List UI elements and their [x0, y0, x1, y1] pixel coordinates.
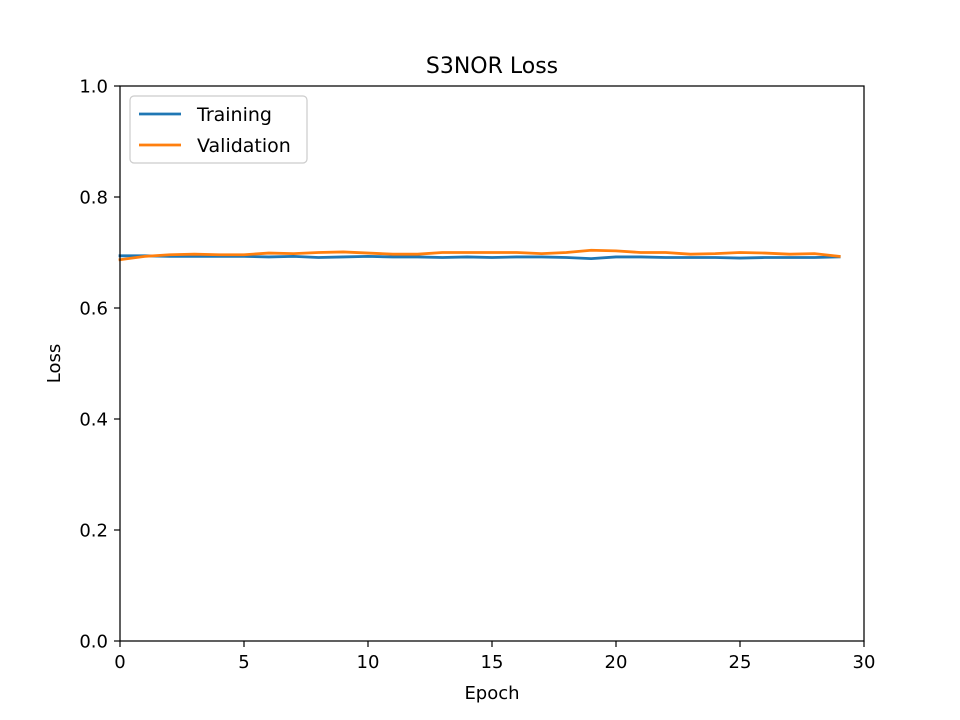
x-tick-label: 20	[605, 652, 628, 673]
x-tick-label: 10	[357, 652, 380, 673]
y-tick-label: 0.0	[79, 632, 108, 653]
x-tick-label: 0	[114, 652, 125, 673]
legend-label-validation: Validation	[197, 135, 291, 157]
y-tick-label: 0.8	[79, 188, 108, 209]
y-tick-label: 0.6	[79, 299, 108, 320]
x-axis-label: Epoch	[464, 683, 519, 704]
legend: Training Validation	[129, 95, 308, 164]
y-tick-label: 0.4	[79, 410, 108, 431]
x-tick-label: 5	[238, 652, 249, 673]
y-tick-label: 1.0	[79, 77, 108, 98]
series-line-training	[118, 254, 841, 261]
plot-frame	[119, 85, 865, 642]
series-line-validation	[118, 248, 841, 262]
chart-title: S3NOR Loss	[426, 54, 558, 79]
x-tick-label: 30	[853, 652, 876, 673]
axis-ticks: 0 5 10 15 20 25 30 0.0 0.2 0.4 0.6 0.8 1.0	[79, 77, 875, 674]
x-tick-label: 15	[481, 652, 504, 673]
y-tick-label: 0.2	[79, 521, 108, 542]
x-tick-label: 25	[729, 652, 752, 673]
plot-area	[118, 248, 841, 262]
legend-label-training: Training	[196, 104, 272, 126]
y-axis-label: Loss	[44, 344, 65, 383]
